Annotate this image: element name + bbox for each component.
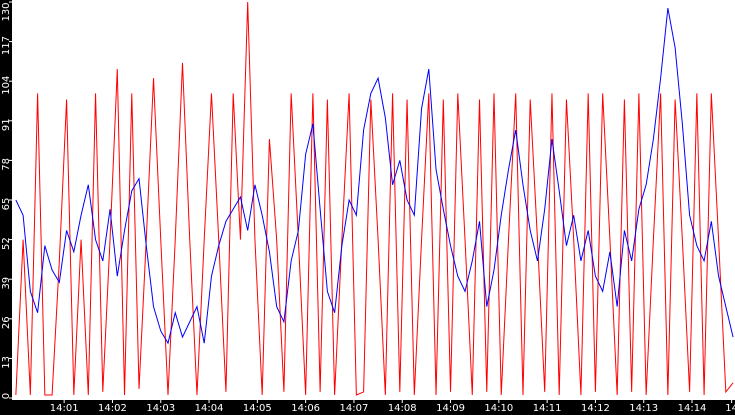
x-tick-label: 14:08 — [388, 403, 417, 414]
y-tick-label: 13 — [1, 356, 12, 369]
y-tick-label: 104 — [1, 76, 12, 95]
y-tick-label: 91 — [1, 118, 12, 131]
x-tick-label: 14:02 — [98, 403, 127, 414]
x-tick-label: 14:05 — [243, 403, 272, 414]
y-tick-label: 117 — [1, 36, 12, 55]
series-line — [15, 8, 734, 345]
y-tick-label: 26 — [1, 316, 12, 329]
x-tick-label: 14:03 — [146, 403, 175, 414]
x-tick-label: 14:14 — [678, 403, 707, 414]
x-tick-label: 14:11 — [533, 403, 562, 414]
x-axis-strip — [0, 400, 735, 415]
y-tick-label: 65 — [1, 198, 12, 211]
series-line — [15, 1, 734, 396]
y-tick-label: 52 — [1, 237, 12, 250]
x-tick-label: 14:12 — [581, 403, 610, 414]
x-tick-label: 14:13 — [629, 403, 658, 414]
x-tick-label: 14:01 — [50, 403, 79, 414]
x-tick-label: 14 — [725, 403, 735, 414]
y-tick-label: 130 — [1, 2, 12, 21]
x-tick-label: 14:06 — [291, 403, 320, 414]
y-tick-label: 0 — [1, 393, 12, 399]
y-tick-label: 78 — [1, 158, 12, 171]
y-tick-label: 39 — [1, 277, 12, 290]
x-tick-label: 14:09 — [436, 403, 465, 414]
x-tick-label: 14:10 — [484, 403, 513, 414]
y-axis-strip — [0, 0, 12, 415]
x-tick-label: 14:04 — [195, 403, 224, 414]
x-tick-label: 14:07 — [340, 403, 369, 414]
